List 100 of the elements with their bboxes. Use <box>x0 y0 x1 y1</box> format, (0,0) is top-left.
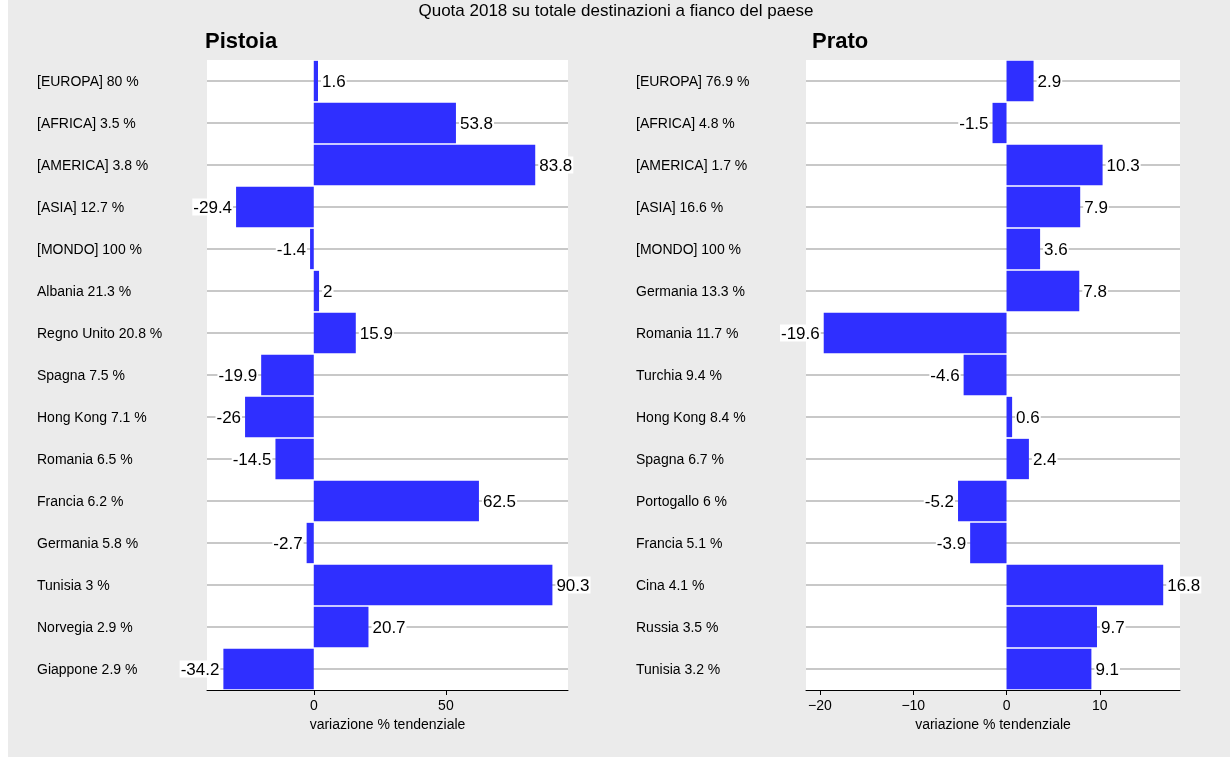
data-label: -29.4 <box>193 197 233 217</box>
bar <box>313 144 536 186</box>
bar <box>1006 144 1103 186</box>
bar <box>313 312 356 354</box>
x-tick-label: 10 <box>1092 697 1108 713</box>
data-label: 0.6 <box>1016 407 1040 427</box>
bar <box>313 606 369 648</box>
y-tick-label: Norvegia 2.9 % <box>37 619 133 635</box>
x-axis-title: variazione % tendenziale <box>309 715 466 732</box>
y-tick-label: Hong Kong 7.1 % <box>37 409 147 425</box>
y-tick-label: [ASIA] 12.7 % <box>37 199 125 215</box>
bar <box>992 102 1007 144</box>
data-label: -1.5 <box>959 113 989 133</box>
data-label: 16.8 <box>1167 575 1201 595</box>
data-label: 7.9 <box>1084 197 1108 217</box>
bar <box>313 480 479 522</box>
data-label: 2.9 <box>1037 71 1062 91</box>
bar <box>1006 648 1092 690</box>
bar <box>236 186 314 228</box>
data-label: -34.2 <box>180 659 220 679</box>
data-label: -14.5 <box>232 449 272 469</box>
text: Quota 2018 su totale destinazioni a fianco del paese <box>417 1 815 21</box>
bar <box>313 270 320 312</box>
y-tick-label: Tunisia 3 % <box>37 577 110 593</box>
bar <box>313 60 318 102</box>
y-tick-label: [MONDO] 100 % <box>636 241 742 257</box>
data-label: 3.6 <box>1044 239 1068 259</box>
y-tick-label: Portogallo 6 % <box>636 493 728 509</box>
data-label: 2.4 <box>1032 449 1057 469</box>
data-label: 90.3 <box>556 575 590 595</box>
bar <box>313 564 553 606</box>
data-label: 62.5 <box>482 491 517 511</box>
data-label: -19.9 <box>218 365 258 385</box>
data-label: -26 <box>216 407 242 427</box>
bar <box>245 396 314 438</box>
y-tick-label: Cina 4.1 % <box>636 577 705 593</box>
bar <box>1006 228 1041 270</box>
y-tick-label: [AFRICA] 4.8 % <box>636 115 735 131</box>
data-label: 9.1 <box>1095 659 1120 679</box>
bar <box>275 438 314 480</box>
bar <box>963 354 1007 396</box>
data-label: -3.9 <box>936 533 967 553</box>
y-tick-label: Russia 3.5 % <box>636 619 719 635</box>
x-axis-title: variazione % tendenziale <box>915 715 1072 732</box>
y-tick-label: Germania 13.3 % <box>636 283 745 299</box>
y-tick-label: Francia 5.1 % <box>636 535 723 551</box>
x-tick-label: 0 <box>1002 697 1011 713</box>
bar <box>261 354 314 396</box>
x-tick-label: −10 <box>901 697 926 713</box>
bar <box>310 228 314 270</box>
y-tick-label: [EUROPA] 80 % <box>37 73 139 89</box>
bar <box>1006 270 1080 312</box>
bar <box>1006 606 1097 648</box>
x-tick-label: 0 <box>309 697 318 713</box>
y-tick-label: Romania 11.7 % <box>636 325 739 341</box>
data-label: 7.8 <box>1083 281 1107 301</box>
y-tick-label: Spagna 6.7 % <box>636 451 724 467</box>
data-label: 83.8 <box>539 155 573 175</box>
y-tick-label: Francia 6.2 % <box>37 493 124 509</box>
x-tick-label: 50 <box>438 697 454 713</box>
y-tick-label: [MONDO] 100 % <box>37 241 143 257</box>
bar <box>306 522 314 564</box>
y-tick-label: Romania 6.5 % <box>37 451 133 467</box>
data-label: 15.9 <box>359 323 393 343</box>
data-label: -1.4 <box>276 239 307 259</box>
y-tick-label: Germania 5.8 % <box>37 535 139 551</box>
data-label: 10.3 <box>1106 155 1140 175</box>
data-label: -5.2 <box>924 491 955 511</box>
y-tick-label: [ASIA] 16.6 % <box>636 199 724 215</box>
data-label: 53.8 <box>459 113 494 133</box>
bar <box>1006 186 1081 228</box>
y-tick-label: [AMERICA] 1.7 % <box>636 157 748 173</box>
data-label: 1.6 <box>322 71 346 91</box>
y-tick-label: Tunisia 3.2 % <box>636 661 721 677</box>
data-label: -19.6 <box>780 323 820 343</box>
y-tick-label: [AFRICA] 3.5 % <box>37 115 136 131</box>
bar <box>1006 60 1034 102</box>
chart-title: Prato <box>812 27 869 53</box>
data-label: -4.6 <box>930 365 960 385</box>
data-label: 2 <box>323 281 333 301</box>
data-label: 20.7 <box>372 617 406 637</box>
bar <box>1006 438 1029 480</box>
bar <box>223 648 314 690</box>
y-tick-label: Regno Unito 20.8 % <box>37 325 163 341</box>
y-tick-label: Giappone 2.9 % <box>37 661 138 677</box>
data-label: -2.7 <box>273 533 303 553</box>
y-tick-label: Spagna 7.5 % <box>37 367 125 383</box>
bar <box>970 522 1007 564</box>
bar <box>958 480 1007 522</box>
y-tick-label: Turchia 9.4 % <box>636 367 722 383</box>
chart-title: Pistoia <box>205 27 278 53</box>
bar <box>823 312 1007 354</box>
data-label: 9.7 <box>1100 617 1125 637</box>
y-tick-label: [EUROPA] 76.9 % <box>636 73 750 89</box>
bar <box>313 102 456 144</box>
bar <box>1006 564 1164 606</box>
y-tick-label: Albania 21.3 % <box>37 283 132 299</box>
y-tick-label: Hong Kong 8.4 % <box>636 409 746 425</box>
y-tick-label: [AMERICA] 3.8 % <box>37 157 149 173</box>
x-tick-label: −20 <box>808 697 833 713</box>
